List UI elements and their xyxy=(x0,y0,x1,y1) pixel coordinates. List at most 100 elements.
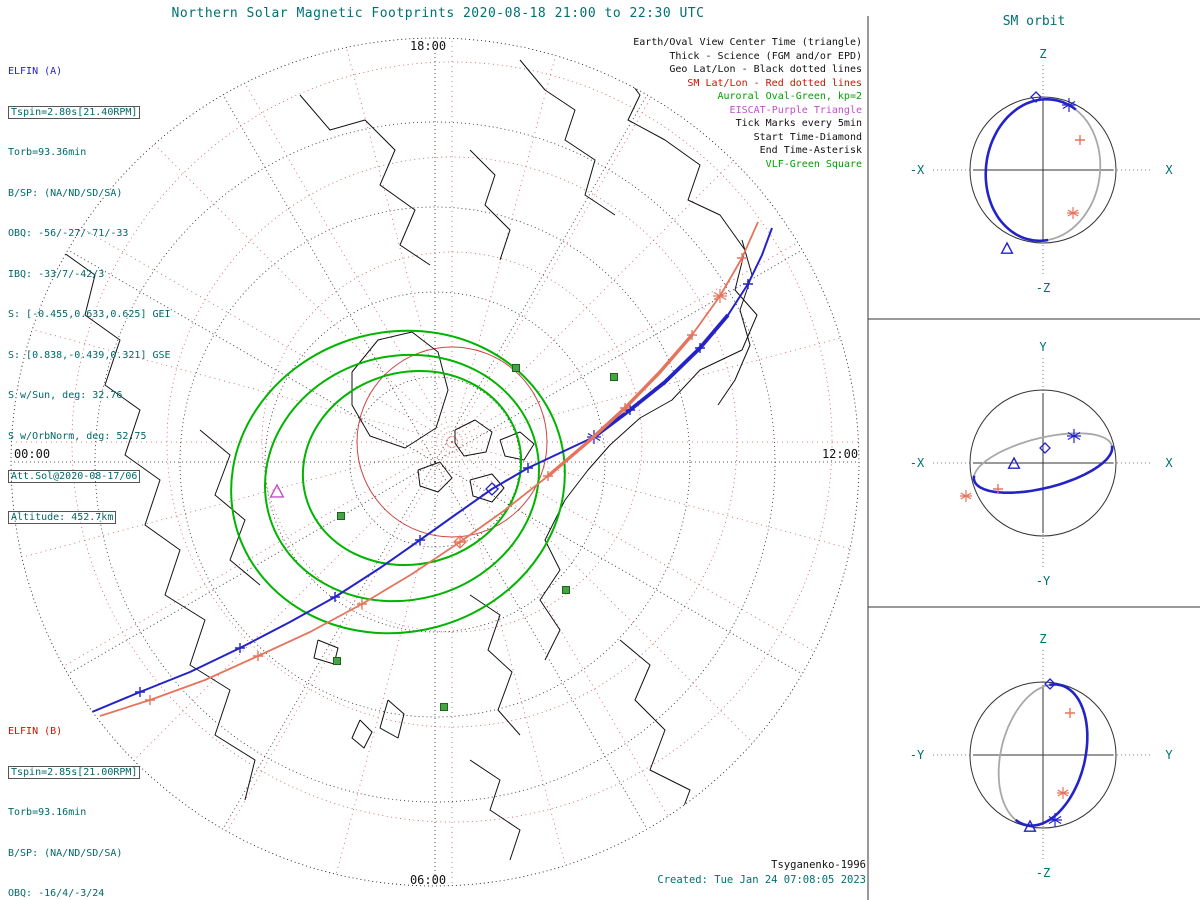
coastline xyxy=(351,331,449,449)
panel-earth-circle xyxy=(969,389,1117,537)
asterisk-marker xyxy=(713,289,727,303)
coastline xyxy=(351,719,373,749)
sm-lon-line xyxy=(451,109,785,443)
coastline xyxy=(469,594,521,736)
sm-orbit-panels-group xyxy=(933,65,1153,860)
auroral-oval-ring xyxy=(264,353,540,603)
sm-lon-line xyxy=(44,206,453,443)
tick-plus-marker xyxy=(253,651,263,661)
tick-plus-marker xyxy=(993,484,1003,494)
coastline xyxy=(717,239,753,406)
sm-lon-line xyxy=(451,441,859,678)
vlf-square-marker xyxy=(512,364,520,372)
elfin-a-s-gse: S: [0.838,-0.439,0.321] GSE xyxy=(8,349,171,361)
sm-lon-line xyxy=(329,38,453,443)
vlf-square-marker xyxy=(610,373,618,381)
tick-plus-marker xyxy=(695,343,705,353)
panel2-axis-left: -X xyxy=(910,456,925,470)
footprint-trace-a xyxy=(91,227,773,713)
panel2-axis-bottom: -Y xyxy=(1036,574,1051,588)
footer-block: Tsyganenko-1996 Created: Tue Jan 24 07:0… xyxy=(657,858,866,888)
sm-lon-line xyxy=(451,206,859,443)
elfin-a-bsp: B/SP: (NA/ND/SD/SA) xyxy=(8,187,123,199)
sm-lon-line xyxy=(119,441,453,775)
tick-plus-marker xyxy=(1065,708,1075,718)
elfin-a-orbnorm-angle: S w/OrbNorm, deg: 52.75 xyxy=(8,430,147,442)
tick-plus-marker xyxy=(543,471,553,481)
diamond-marker xyxy=(485,482,499,496)
map-boundary-circle xyxy=(10,37,860,887)
sm-lon-line xyxy=(451,319,859,443)
geo-lon-line xyxy=(67,461,436,675)
panel1-axis-bottom: -Z xyxy=(1036,281,1050,295)
orbit-trace-blue xyxy=(1014,683,1089,827)
legend-thick-science: Thick - Science (FGM and/or EPD) xyxy=(669,50,862,62)
model-label: Tsyganenko-1996 xyxy=(771,859,866,871)
sm-lon-line xyxy=(216,441,453,850)
sm-lon-line xyxy=(451,38,688,443)
tick-plus-marker xyxy=(523,463,533,473)
asterisk-marker xyxy=(1048,813,1062,827)
geo-lon-line xyxy=(222,461,436,830)
diamond-marker xyxy=(1039,442,1051,454)
tick-plus-marker xyxy=(357,599,367,609)
coastline xyxy=(59,249,256,801)
coastline xyxy=(469,149,511,261)
geo-lon-line xyxy=(434,461,648,830)
legend-auroral-oval: Auroral Oval-Green, kp=2 xyxy=(717,91,863,102)
elfin-b-torb: Torb=93.16min xyxy=(8,807,87,818)
panel3-axis-left: -Y xyxy=(910,748,925,762)
asterisk-marker xyxy=(1067,207,1079,219)
tick-plus-marker xyxy=(620,403,630,413)
footprint-science-segment-b xyxy=(546,333,694,478)
coastline xyxy=(539,57,758,661)
elfin-b-obq: OBQ: -16/4/-3/24 xyxy=(8,888,105,899)
panel3-axis-bottom: -Z xyxy=(1036,866,1050,880)
coastline xyxy=(454,419,493,457)
vlf-square-marker xyxy=(562,586,570,594)
diamond-marker xyxy=(1044,678,1056,690)
footprint-science-segment-a xyxy=(592,313,730,439)
tick-plus-marker xyxy=(145,695,155,705)
elfin-a-tspin: Tspin=2.80s[21.40RPM] xyxy=(8,105,171,120)
panel3-axis-top: Z xyxy=(1039,632,1046,646)
panel-earth-circle xyxy=(969,96,1117,244)
tick-plus-marker xyxy=(455,537,465,547)
auroral-oval-ring xyxy=(301,369,523,567)
sm-lon-line xyxy=(451,38,575,443)
polar-map-group xyxy=(11,38,859,886)
elfin-a-torb: Torb=93.36min xyxy=(8,147,87,158)
legend-eiscat: EISCAT-Purple Triangle xyxy=(729,104,862,116)
geo-lon-line xyxy=(434,94,648,463)
sm-lon-line xyxy=(329,441,453,886)
elfin-b-bsp: B/SP: (NA/ND/SD/SA) xyxy=(8,847,123,859)
tick-plus-marker xyxy=(330,592,340,602)
created-timestamp: Created: Tue Jan 24 07:08:05 2023 xyxy=(657,874,866,886)
panel-earth-circle xyxy=(969,681,1117,829)
sm-lon-line xyxy=(216,38,453,443)
elfin-b-label: ELFIN (B) xyxy=(8,726,63,737)
coastline xyxy=(469,473,505,503)
geo-lon-line xyxy=(434,461,803,675)
elfin-b-tspin: Tspin=2.85s[21.00RPM] xyxy=(8,765,177,780)
legend-vlf: VLF-Green Square xyxy=(765,158,862,170)
map-legend: Earth/Oval View Center Time (triangle) T… xyxy=(633,36,862,171)
triangle-marker xyxy=(1000,241,1014,254)
tick-plus-marker xyxy=(743,279,753,289)
panel2-axis-right: X xyxy=(1165,456,1173,470)
triangle-marker xyxy=(1007,456,1021,469)
clock-label-06: 06:00 xyxy=(410,873,446,887)
geo-lon-line xyxy=(67,249,436,463)
elfin-a-attsol-text: Att.Sol@2020-08-17/06 xyxy=(8,470,141,483)
coastline xyxy=(199,429,261,586)
coastline xyxy=(619,639,711,851)
panel2-axis-top: Y xyxy=(1039,340,1047,354)
sm-lon-line xyxy=(119,109,453,443)
tick-plus-marker xyxy=(235,643,245,653)
asterisk-marker xyxy=(960,490,972,502)
asterisk-marker xyxy=(1062,98,1076,112)
clock-label-00: 00:00 xyxy=(14,447,50,461)
sm-lon-line xyxy=(11,319,453,443)
coastline xyxy=(417,461,453,493)
